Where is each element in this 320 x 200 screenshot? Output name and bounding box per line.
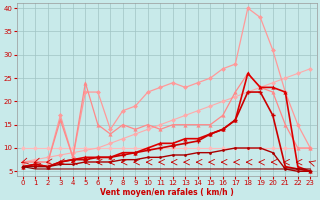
X-axis label: Vent moyen/en rafales ( km/h ): Vent moyen/en rafales ( km/h ) — [100, 188, 234, 197]
